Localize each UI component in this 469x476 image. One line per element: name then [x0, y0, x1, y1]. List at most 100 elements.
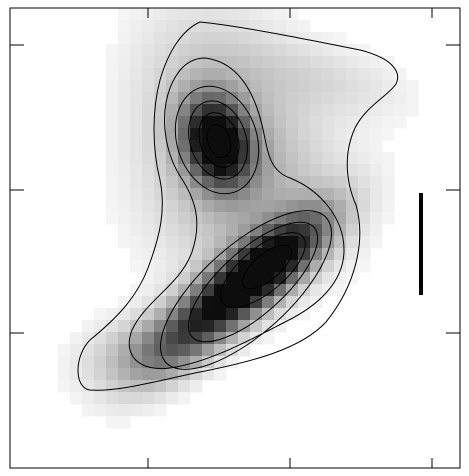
- pixel: [310, 200, 323, 213]
- pixel: [322, 152, 335, 165]
- pixel: [370, 92, 383, 105]
- contour-2: [128, 57, 345, 370]
- pixel: [322, 116, 335, 129]
- pixel: [286, 308, 299, 321]
- pixel: [358, 128, 371, 141]
- pixel: [214, 320, 227, 333]
- pixel: [286, 284, 299, 297]
- pixel: [298, 68, 311, 81]
- pixel: [202, 176, 215, 189]
- pixel: [226, 188, 239, 201]
- pixel: [178, 32, 191, 45]
- pixel: [298, 212, 311, 225]
- pixel: [142, 356, 155, 369]
- pixel: [214, 128, 227, 141]
- pixel: [118, 224, 131, 237]
- pixel: [238, 200, 251, 213]
- pixel: [178, 152, 191, 165]
- pixel: [298, 32, 311, 45]
- pixel: [310, 44, 323, 57]
- pixel: [142, 116, 155, 129]
- pixel: [406, 92, 419, 105]
- pixel: [190, 152, 203, 165]
- pixel: [214, 20, 227, 33]
- pixel: [154, 44, 167, 57]
- pixel: [142, 296, 155, 309]
- pixel: [154, 308, 167, 321]
- pixel: [118, 188, 131, 201]
- pixel: [262, 104, 275, 117]
- pixel: [238, 92, 251, 105]
- pixel: [118, 92, 131, 105]
- pixel: [310, 56, 323, 69]
- pixel: [142, 236, 155, 249]
- pixel: [274, 260, 287, 273]
- pixel: [226, 260, 239, 273]
- pixel: [214, 236, 227, 249]
- pixel: [166, 224, 179, 237]
- pixel: [130, 248, 143, 261]
- pixel: [118, 320, 131, 333]
- pixel: [298, 92, 311, 105]
- pixel: [58, 380, 71, 393]
- pixel: [130, 188, 143, 201]
- pixel: [106, 356, 119, 369]
- pixel: [106, 332, 119, 345]
- pixel: [238, 272, 251, 285]
- pixel: [274, 44, 287, 57]
- pixel: [346, 116, 359, 129]
- pixel: [334, 200, 347, 213]
- pixel: [214, 80, 227, 93]
- pixel: [226, 68, 239, 81]
- pixel: [178, 392, 191, 405]
- pixel: [358, 80, 371, 93]
- pixel: [310, 152, 323, 165]
- pixel: [274, 164, 287, 177]
- pixel: [322, 212, 335, 225]
- pixel: [178, 248, 191, 261]
- pixel: [226, 8, 239, 21]
- pixel: [154, 356, 167, 369]
- pixel: [310, 164, 323, 177]
- pixel: [274, 284, 287, 297]
- pixel: [82, 320, 95, 333]
- pixel: [298, 308, 311, 321]
- pixel: [214, 140, 227, 153]
- pixel: [154, 236, 167, 249]
- pixel: [274, 116, 287, 129]
- pixel: [262, 116, 275, 129]
- pixel: [346, 164, 359, 177]
- pixel: [166, 128, 179, 141]
- pixel: [334, 260, 347, 273]
- pixel: [214, 8, 227, 21]
- pixel: [178, 296, 191, 309]
- pixel: [154, 32, 167, 45]
- pixel: [310, 212, 323, 225]
- pixel: [130, 128, 143, 141]
- pixel: [118, 212, 131, 225]
- pixel: [394, 92, 407, 105]
- pixel: [226, 164, 239, 177]
- pixel: [94, 380, 107, 393]
- pixel: [250, 176, 263, 189]
- pixel: [358, 236, 371, 249]
- pixel: [262, 164, 275, 177]
- pixel: [178, 236, 191, 249]
- pixel: [382, 188, 395, 201]
- pixel: [190, 80, 203, 93]
- pixel: [310, 176, 323, 189]
- pixel: [106, 56, 119, 69]
- pixel: [130, 356, 143, 369]
- pixel: [382, 164, 395, 177]
- pixel: [334, 92, 347, 105]
- pixel: [70, 344, 83, 357]
- pixel: [190, 116, 203, 129]
- pixel: [322, 272, 335, 285]
- pixel: [298, 236, 311, 249]
- pixel: [58, 368, 71, 381]
- pixel: [202, 236, 215, 249]
- pixel: [214, 104, 227, 117]
- pixel: [118, 116, 131, 129]
- pixel: [154, 116, 167, 129]
- pixel: [286, 152, 299, 165]
